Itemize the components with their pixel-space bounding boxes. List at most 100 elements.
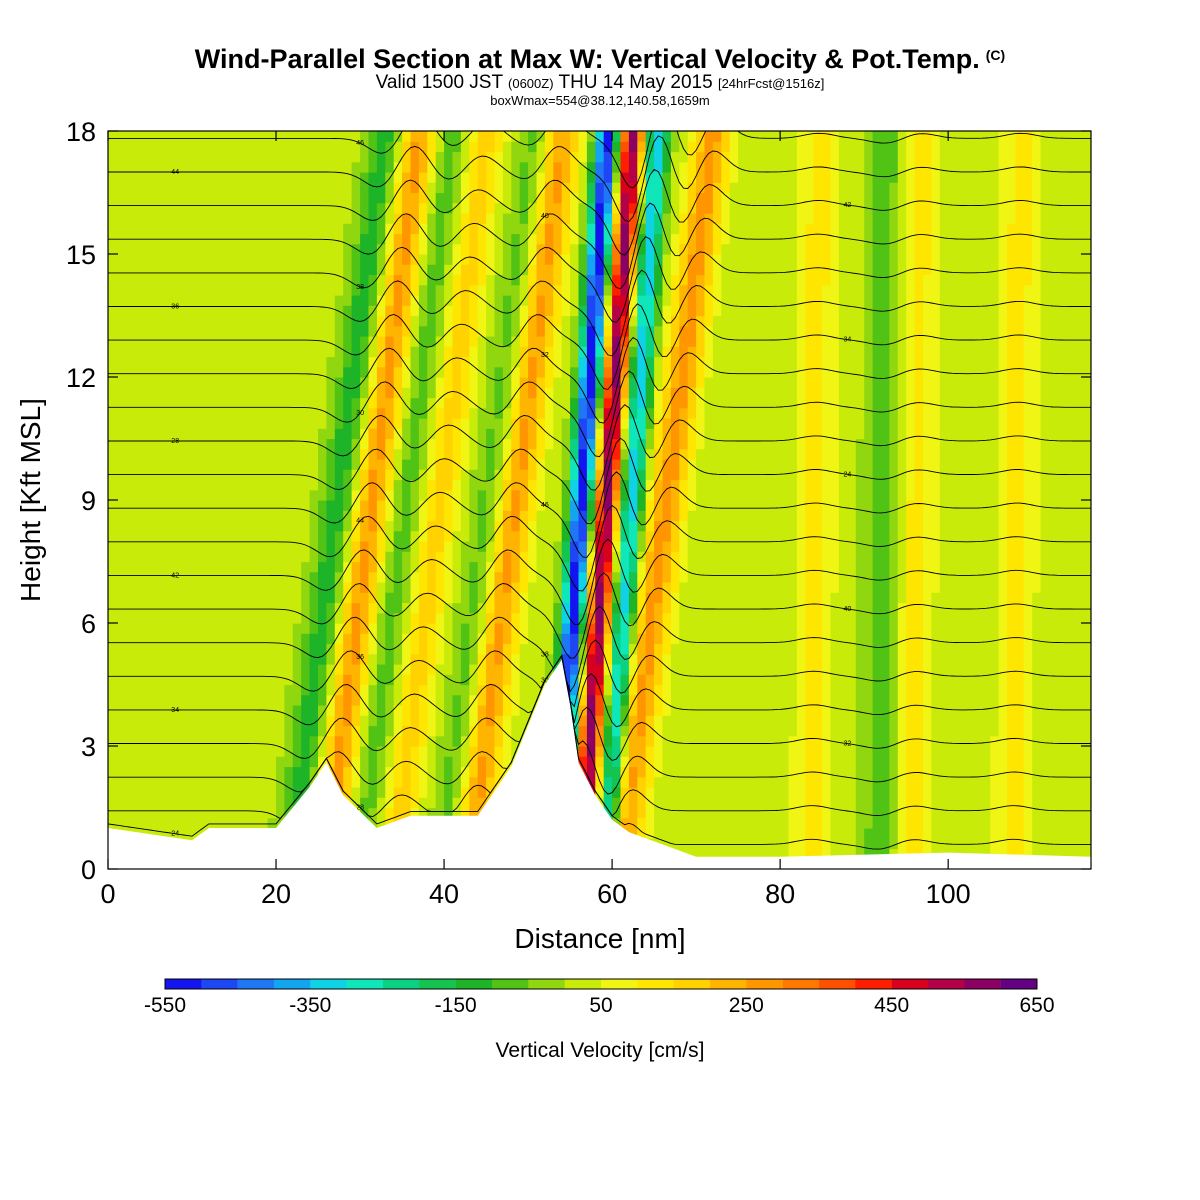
field-cell: [435, 510, 445, 522]
field-cell: [528, 694, 538, 706]
field-cell: [645, 397, 655, 409]
field-cell: [402, 254, 412, 265]
field-cell: [175, 397, 185, 409]
field-cell: [368, 807, 378, 819]
field-cell: [158, 510, 168, 522]
field-cell: [561, 223, 571, 235]
field-cell: [662, 561, 672, 573]
field-cell: [259, 202, 269, 214]
field-cell: [603, 582, 613, 593]
field-cell: [267, 633, 277, 645]
field-cell: [108, 705, 117, 716]
field-cell: [116, 530, 126, 542]
field-cell: [309, 274, 319, 286]
field-cell: [183, 612, 193, 624]
field-cell: [376, 797, 386, 809]
field-cell: [276, 418, 285, 429]
field-cell: [679, 233, 689, 245]
field-cell: [351, 787, 361, 798]
field-cell: [586, 592, 596, 604]
field-cell: [502, 489, 512, 501]
field-cell: [595, 582, 605, 593]
field-cell: [654, 243, 664, 255]
field-cell: [368, 612, 378, 624]
field-cell: [343, 735, 353, 747]
field-cell: [477, 459, 487, 470]
field-cell: [528, 356, 538, 368]
field-cell: [108, 715, 117, 727]
field-cell: [477, 284, 487, 296]
field-cell: [519, 469, 529, 481]
field-cell: [318, 633, 327, 645]
field-cell: [477, 643, 487, 655]
field-cell: [620, 387, 630, 399]
field-cell: [511, 643, 521, 655]
field-cell: [402, 469, 412, 481]
field-cell: [334, 274, 344, 286]
field-cell: [175, 274, 185, 286]
field-cell: [460, 264, 470, 276]
field-cell: [435, 664, 445, 675]
field-cell: [141, 797, 151, 809]
field-cell: [544, 520, 554, 532]
field-cell: [259, 715, 269, 727]
field-cell: [301, 366, 311, 378]
field-cell: [217, 213, 227, 224]
field-cell: [418, 694, 428, 706]
field-cell: [435, 705, 445, 716]
field-cell: [637, 418, 647, 429]
field-cell: [679, 438, 689, 450]
field-cell: [250, 438, 260, 450]
field-cell: [511, 254, 521, 265]
field-cell: [108, 643, 117, 655]
field-cell: [385, 541, 395, 552]
field-cell: [309, 448, 319, 460]
field-cell: [385, 305, 395, 317]
field-cell: [376, 315, 386, 327]
field-cell: [108, 438, 117, 450]
field-cell: [276, 766, 285, 778]
field-cell: [410, 561, 420, 573]
field-cell: [418, 592, 428, 604]
field-cell: [124, 243, 134, 255]
field-cell: [284, 295, 294, 306]
field-cell: [175, 315, 185, 327]
field-cell: [343, 582, 353, 593]
field-cell: [200, 356, 210, 368]
field-cell: [200, 807, 210, 819]
field-cell: [334, 172, 344, 183]
field-cell: [334, 592, 344, 604]
field-cell: [494, 530, 504, 542]
field-cell: [242, 551, 252, 563]
field-cell: [418, 172, 428, 183]
field-cell: [628, 674, 638, 686]
field-cell: [460, 131, 470, 142]
field-cell: [259, 571, 269, 583]
field-cell: [326, 233, 336, 245]
field-cell: [175, 459, 185, 470]
field-cell: [679, 366, 689, 378]
field-cell: [393, 653, 403, 665]
field-cell: [385, 561, 395, 573]
field-cell: [192, 582, 201, 593]
field-cell: [376, 561, 386, 573]
field-cell: [166, 797, 176, 809]
field-cell: [410, 284, 420, 296]
field-cell: [435, 202, 445, 214]
field-cell: [670, 325, 680, 337]
field-cell: [158, 459, 168, 470]
field-cell: [662, 489, 672, 501]
field-cell: [242, 510, 252, 522]
field-cell: [124, 489, 134, 501]
field-cell: [494, 633, 504, 645]
field-cell: [511, 530, 521, 542]
field-cell: [393, 407, 403, 419]
field-cell: [292, 561, 302, 573]
field-cell: [141, 192, 151, 204]
field-cell: [603, 664, 613, 675]
field-cell: [208, 787, 218, 798]
field-cell: [603, 284, 613, 296]
field-cell: [595, 254, 605, 265]
field-cell: [385, 202, 395, 214]
field-cell: [208, 489, 218, 501]
